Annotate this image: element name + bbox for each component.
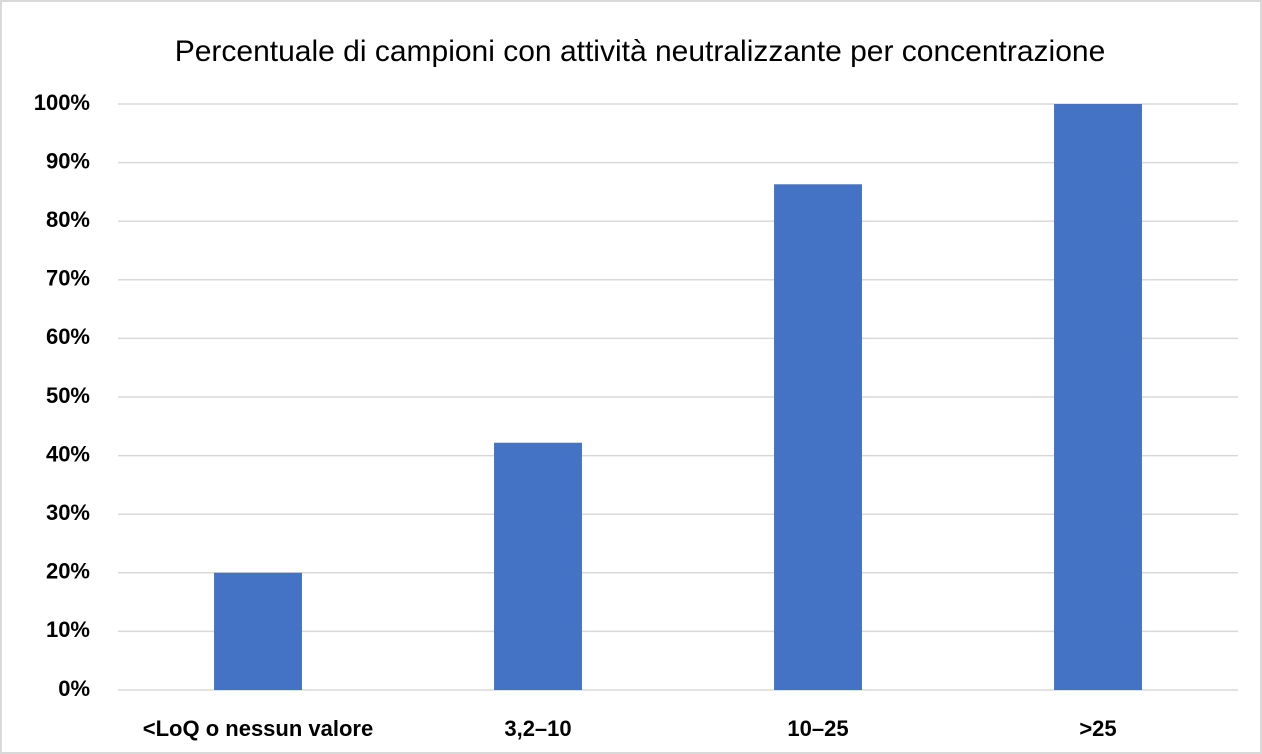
y-tick-label: 60% [46, 324, 90, 349]
x-tick-label: 3,2–10 [504, 716, 571, 741]
y-tick-label: 0% [58, 676, 90, 701]
y-tick-label: 10% [46, 617, 90, 642]
bar [494, 442, 582, 690]
y-tick-label: 30% [46, 500, 90, 525]
y-tick-label: 50% [46, 383, 90, 408]
y-tick-label: 100% [34, 90, 90, 115]
x-tick-label: >25 [1079, 716, 1116, 741]
bar [1054, 104, 1142, 690]
x-tick-label: 10–25 [787, 716, 848, 741]
bar [214, 572, 302, 690]
y-tick-label: 70% [46, 266, 90, 291]
y-tick-label: 90% [46, 148, 90, 173]
y-tick-label: 80% [46, 207, 90, 232]
y-tick-label: 20% [46, 559, 90, 584]
x-tick-label: <LoQ o nessun valore [143, 716, 373, 741]
chart-title: Percentuale di campioni con attività neu… [175, 35, 1106, 68]
bar [774, 184, 862, 691]
y-tick-label: 40% [46, 441, 90, 466]
